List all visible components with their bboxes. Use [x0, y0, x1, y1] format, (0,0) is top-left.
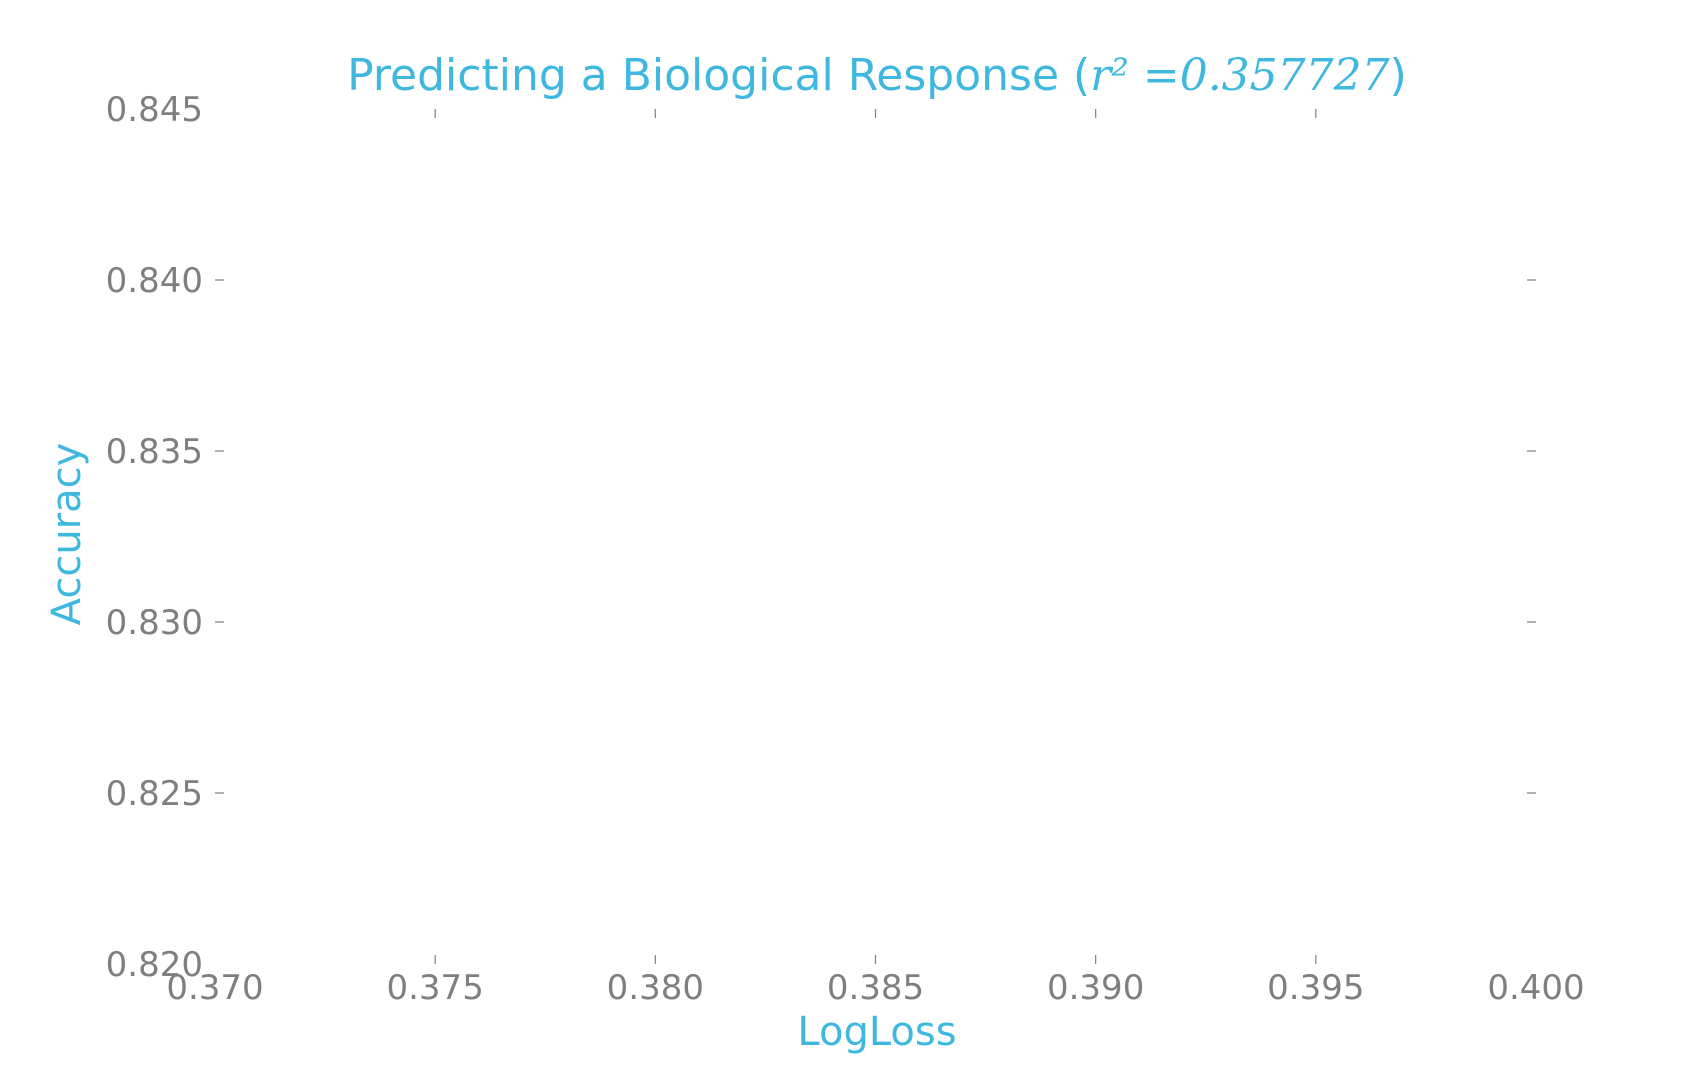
x-tick-label: 0.395	[1267, 968, 1364, 1008]
x-tick-label: 0.375	[386, 968, 483, 1008]
y-axis-label: Accuracy	[44, 443, 90, 626]
chart-title-close: )	[1390, 50, 1407, 101]
chart-title-math: r² =0.357727	[1090, 50, 1389, 101]
y-tick-label: 0.845	[106, 90, 203, 130]
y-tick-label: 0.835	[106, 432, 203, 472]
chart-title-text: Predicting a Biological Response (	[347, 50, 1090, 101]
y-tick-label: 0.830	[106, 603, 203, 643]
x-tick-label: 0.385	[827, 968, 924, 1008]
x-tick-label: 0.380	[607, 968, 704, 1008]
y-tick-label: 0.825	[106, 774, 203, 814]
x-axis: 0.370 0.375 0.380 0.385 0.390 0.395 0.400	[166, 109, 1585, 1008]
x-axis-label: LogLoss	[797, 1009, 956, 1055]
x-tick-label: 0.370	[166, 968, 263, 1008]
y-tick-label: 0.820	[106, 945, 203, 985]
chart-title: Predicting a Biological Response (r² =0.…	[347, 50, 1407, 101]
y-tick-label: 0.840	[106, 261, 203, 301]
y-axis: 0.820 0.825 0.830 0.835 0.840 0.845	[106, 90, 1536, 985]
x-tick-label: 0.400	[1487, 968, 1584, 1008]
x-tick-label: 0.390	[1047, 968, 1144, 1008]
